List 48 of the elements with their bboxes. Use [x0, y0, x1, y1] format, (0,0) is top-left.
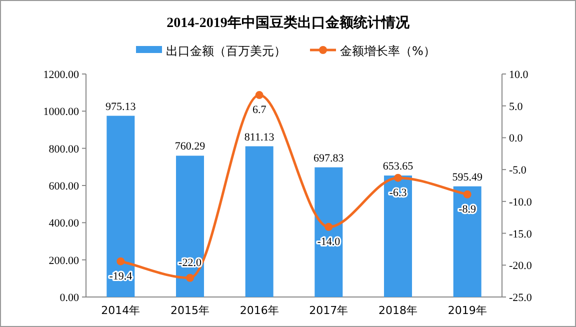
x-tick-label: 2015年: [170, 304, 210, 317]
y-tick-label: 800.00: [48, 143, 80, 156]
data-label: -6.3: [389, 186, 408, 199]
y-tick-label: 1200.00: [43, 69, 80, 81]
x-tick-label: 2018年: [378, 304, 418, 317]
y-tick-label: 400.00: [48, 218, 80, 230]
bar: [176, 156, 204, 297]
point: [324, 222, 333, 231]
x-tick-label: 2019年: [448, 304, 487, 317]
data-label: 697.83: [314, 152, 344, 164]
point: [255, 91, 264, 100]
point: [463, 190, 472, 198]
legend-label: 金额增长率（%）: [340, 44, 436, 58]
data-label: 595.49: [452, 171, 483, 184]
chart-title: 2014-2019年中国豆类出口金额统计情况: [166, 14, 410, 31]
point: [186, 274, 194, 282]
bar: [314, 167, 343, 297]
y-tick-label: 200.00: [48, 254, 80, 267]
data-label: -22.0: [178, 256, 202, 269]
y2-tick-label: 5.0: [509, 100, 524, 113]
y-tick-label: 600.00: [48, 180, 80, 192]
point: [394, 174, 402, 182]
y2-tick-label: -20.0: [509, 260, 532, 272]
bar: [106, 116, 135, 297]
y2-tick-label: -25.0: [509, 292, 532, 304]
data-label: 6.7: [252, 104, 267, 116]
y2-tick-label: 0.0: [509, 132, 524, 145]
data-label: -8.9: [458, 203, 477, 216]
x-tick-label: 2017年: [309, 304, 348, 317]
x-tick-label: 2016年: [240, 304, 279, 317]
data-label: 811.13: [244, 131, 275, 144]
y2-tick-label: -15.0: [509, 228, 532, 240]
bar: [384, 176, 412, 297]
y-tick-label: 1000.00: [43, 106, 80, 118]
legend-label: 出口金额（百万美元）: [166, 44, 286, 58]
point: [116, 257, 125, 266]
data-label: -19.4: [109, 270, 133, 282]
data-label: 653.65: [382, 160, 414, 173]
x-tick-label: 2014年: [101, 304, 140, 317]
data-label: -14.0: [317, 236, 341, 248]
y2-tick-label: -10.0: [509, 196, 532, 208]
data-label: 760.29: [174, 140, 206, 153]
data-label: 975.13: [106, 100, 136, 113]
y-tick-label: 0.00: [60, 292, 80, 304]
y2-tick-label: 10.0: [509, 69, 529, 81]
bar: [245, 146, 274, 297]
bar: [453, 186, 482, 297]
y2-tick-label: -5.0: [509, 164, 527, 177]
